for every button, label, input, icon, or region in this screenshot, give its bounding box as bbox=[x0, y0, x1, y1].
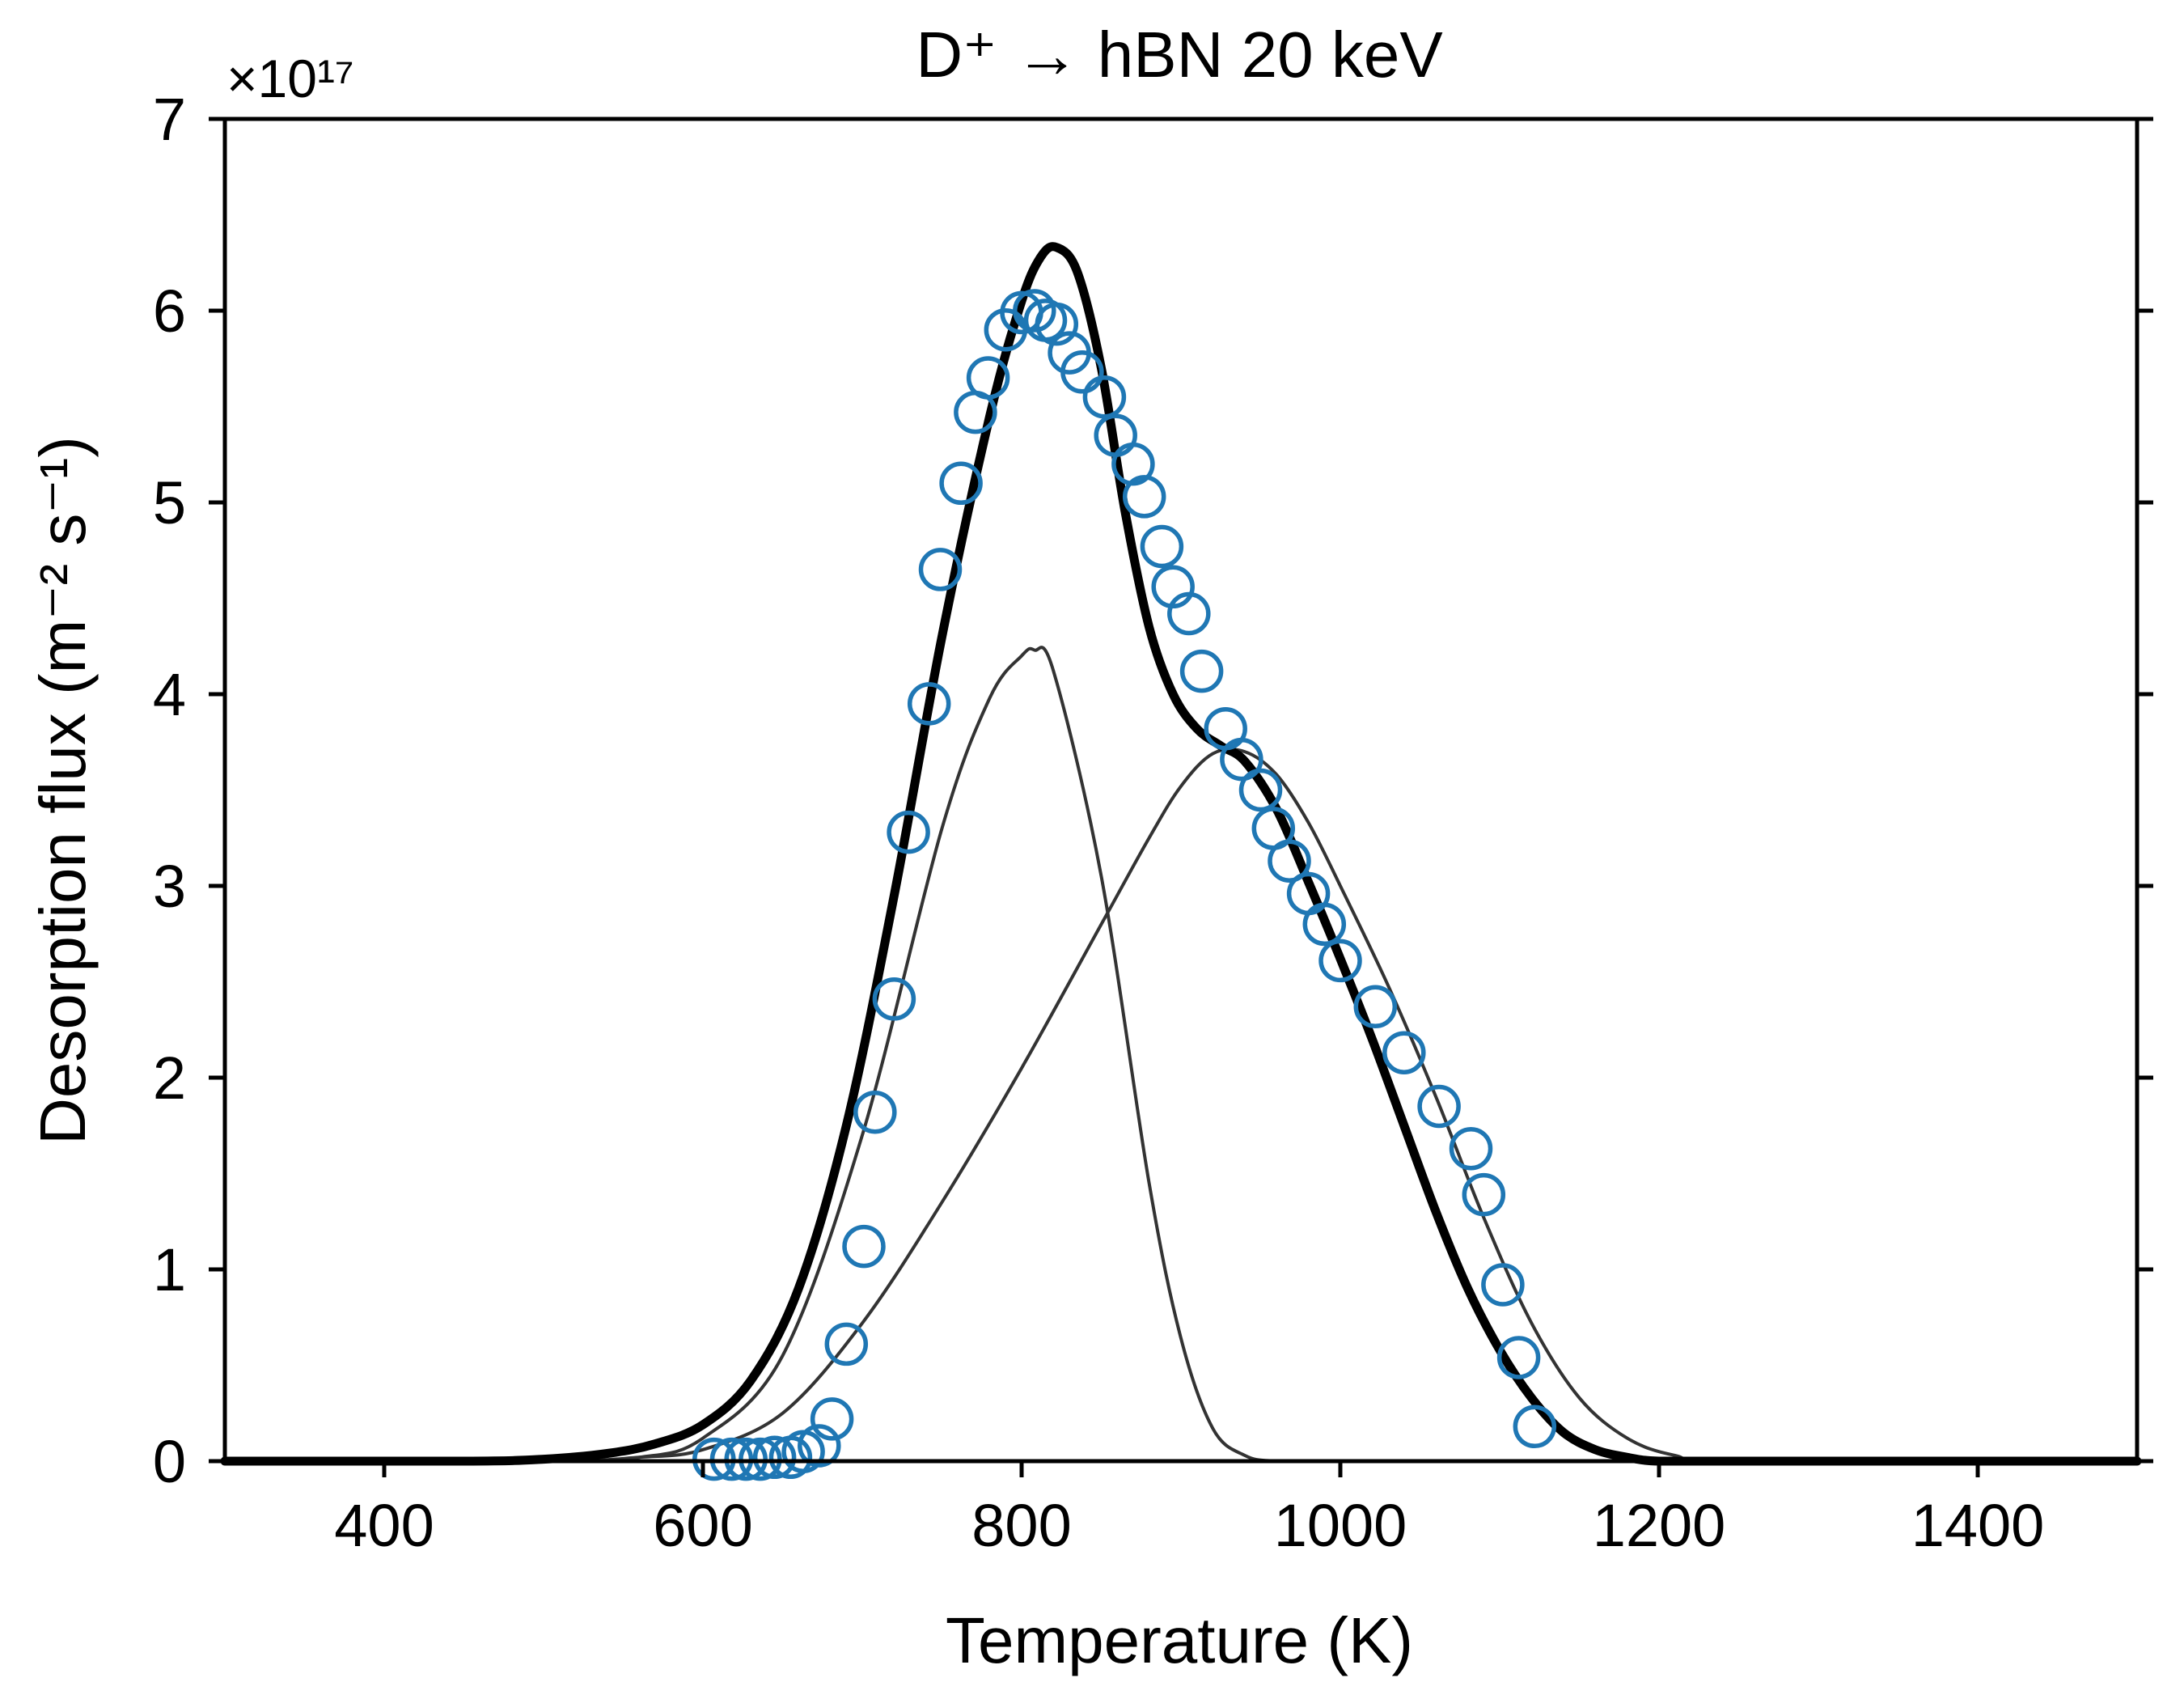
y-tick-label: 0 bbox=[153, 1428, 186, 1495]
data-point bbox=[1382, 1031, 1426, 1074]
y-tick-label: 4 bbox=[153, 661, 186, 728]
component-curves bbox=[225, 646, 2137, 1464]
data-point bbox=[872, 977, 916, 1021]
data-point bbox=[810, 1397, 854, 1441]
data-point bbox=[842, 1224, 886, 1269]
tick-labels: 400 600 800 1000 1200 1400 0 1 2 3 4 5 6 7 bbox=[153, 86, 2044, 1559]
data-point bbox=[1238, 768, 1283, 812]
y-axis-label: Desorption flux (m⁻² s⁻¹) bbox=[27, 436, 99, 1145]
data-point bbox=[1513, 1405, 1557, 1449]
x-tick-label: 800 bbox=[971, 1492, 1071, 1559]
y-tick-label: 2 bbox=[153, 1044, 186, 1112]
data-point bbox=[1082, 375, 1127, 419]
data-point bbox=[1060, 350, 1104, 394]
data-point bbox=[1449, 1126, 1493, 1171]
data-point bbox=[1353, 985, 1398, 1029]
data-point bbox=[1496, 1336, 1541, 1379]
data-point bbox=[1167, 591, 1211, 636]
data-point bbox=[1462, 1172, 1506, 1217]
data-point bbox=[752, 1435, 797, 1480]
y-tick-label: 6 bbox=[153, 278, 186, 345]
fit-curve-group bbox=[220, 242, 2142, 1466]
data-point bbox=[1268, 839, 1311, 883]
x-axis-label: Temperature (K) bbox=[946, 1604, 1413, 1676]
x-tick-label: 1400 bbox=[1911, 1492, 2045, 1559]
data-point bbox=[1035, 302, 1079, 346]
y-tick-label: 7 bbox=[153, 86, 186, 153]
data-point bbox=[1318, 938, 1362, 983]
y-tick-label: 3 bbox=[153, 853, 186, 920]
x-tick-label: 600 bbox=[653, 1492, 752, 1559]
chart-title: D⁺ → hBN 20 keV bbox=[916, 19, 1443, 91]
data-point bbox=[1140, 524, 1184, 569]
data-point bbox=[887, 810, 930, 854]
data-point bbox=[1220, 737, 1263, 782]
x-tick-label: 1200 bbox=[1593, 1492, 1726, 1559]
data-point bbox=[939, 461, 983, 506]
data-point bbox=[918, 548, 963, 591]
data-point bbox=[824, 1322, 869, 1366]
y-tick-label: 5 bbox=[153, 469, 186, 536]
data-point bbox=[1417, 1084, 1461, 1129]
y-offset-label: ×10¹⁷ bbox=[226, 49, 354, 108]
y-tick-label: 1 bbox=[153, 1236, 186, 1303]
x-tick-label: 1000 bbox=[1274, 1492, 1407, 1559]
data-point bbox=[853, 1090, 897, 1134]
data-point bbox=[1013, 289, 1056, 333]
data-point bbox=[1122, 475, 1166, 519]
component-curve-1 bbox=[225, 646, 2137, 1464]
x-tick-label: 400 bbox=[334, 1492, 434, 1559]
data-markers bbox=[692, 289, 1557, 1481]
data-point bbox=[1179, 649, 1224, 693]
component-curve-2 bbox=[225, 748, 2137, 1464]
data-point bbox=[798, 1424, 841, 1468]
data-point bbox=[1302, 902, 1347, 947]
data-point bbox=[1481, 1263, 1525, 1307]
ticks bbox=[209, 117, 2153, 1477]
fit-curve bbox=[220, 242, 2142, 1466]
data-point bbox=[907, 682, 951, 726]
plot-frame bbox=[222, 117, 2140, 1464]
data-point bbox=[966, 356, 1010, 400]
axes bbox=[222, 117, 2140, 1464]
